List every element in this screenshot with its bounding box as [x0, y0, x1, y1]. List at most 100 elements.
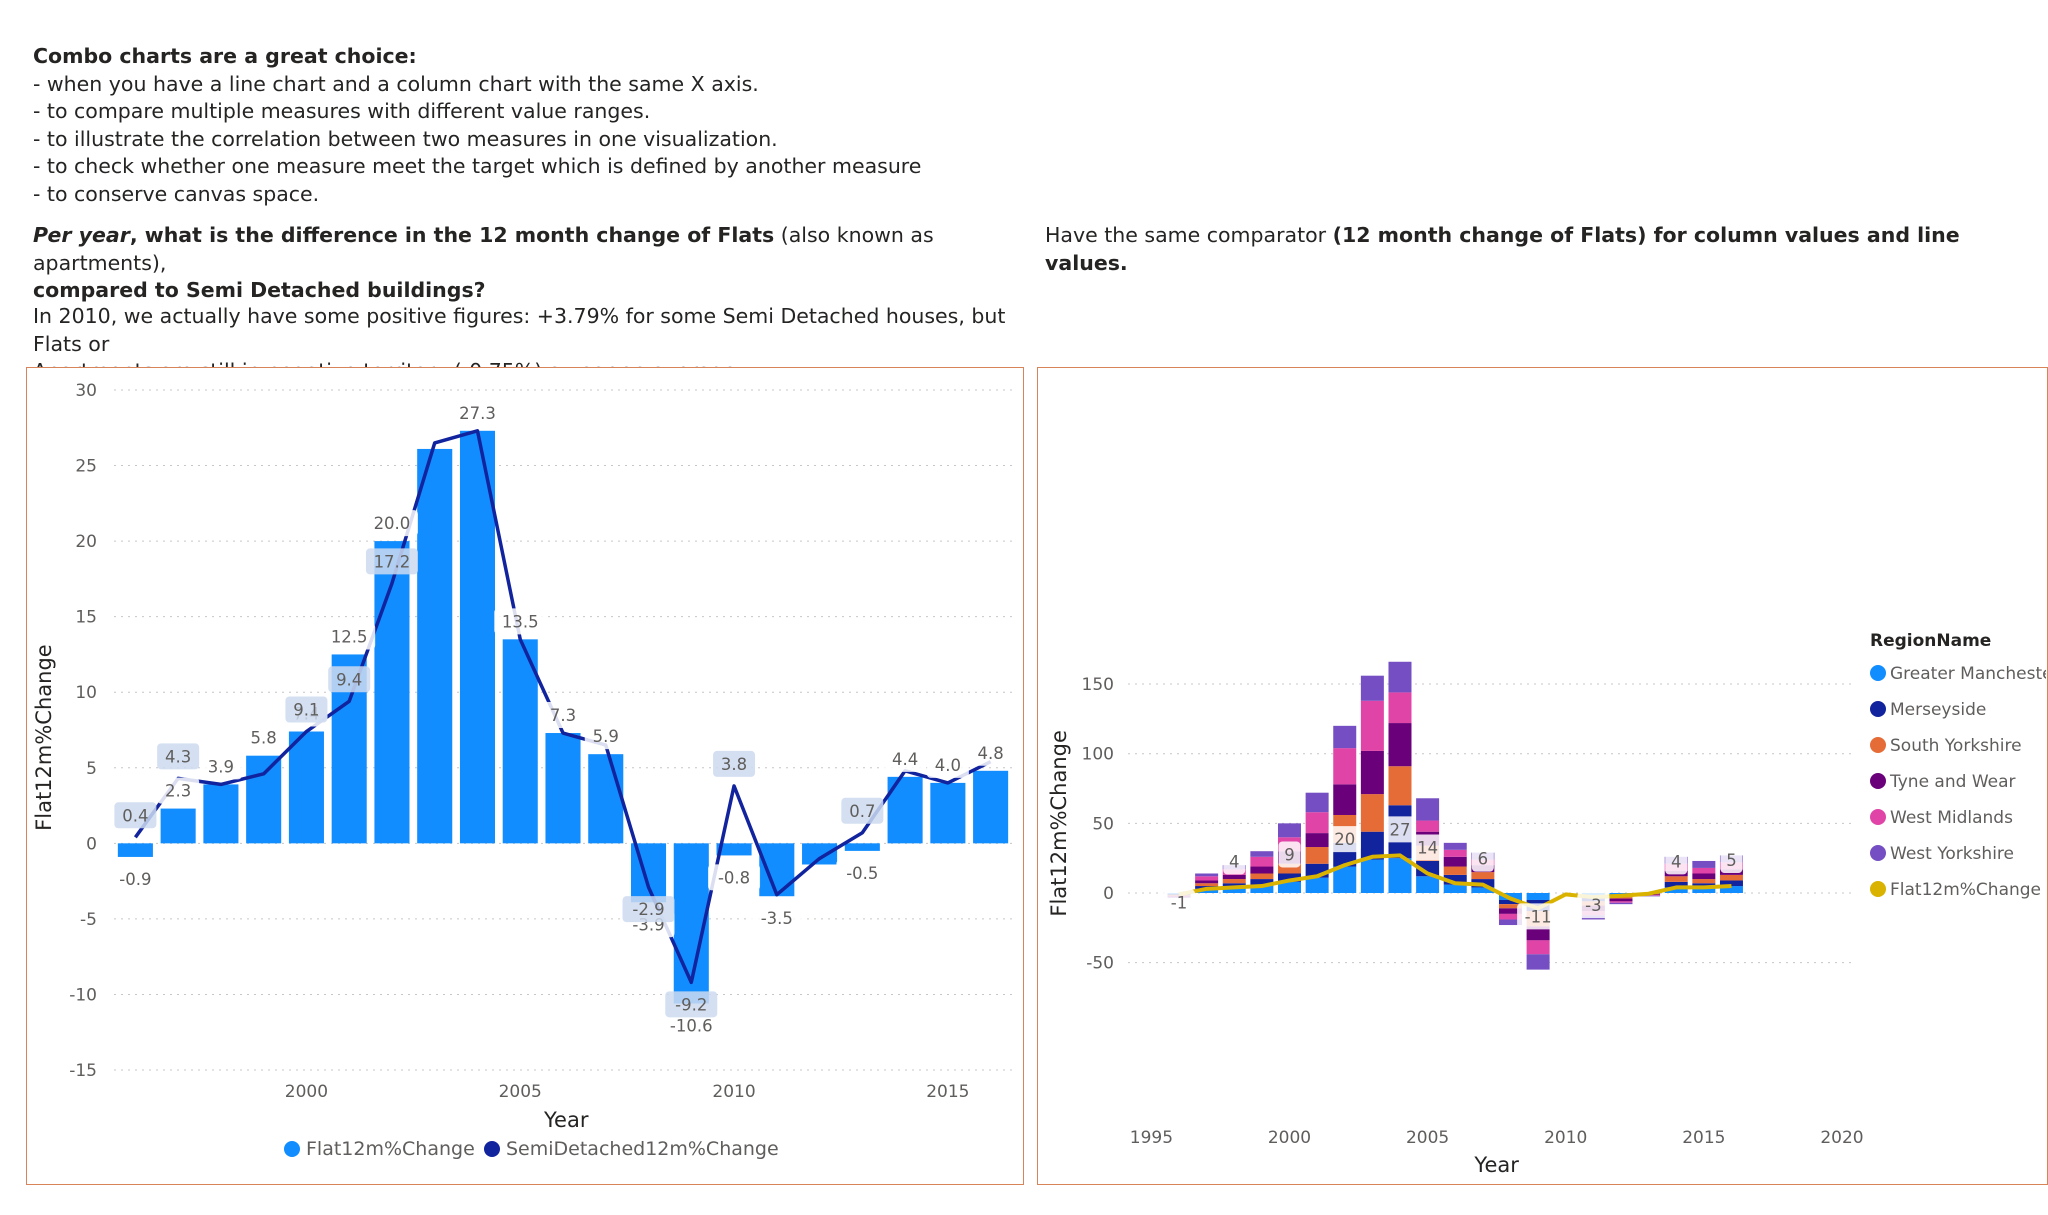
region-bar-segment — [1609, 893, 1633, 895]
region-bar-segment — [1250, 884, 1274, 893]
flat-line-label: 27 — [1389, 820, 1410, 839]
semi-line-label-bg — [622, 896, 675, 923]
question-part3: compared to Semi Detached buildings? — [33, 278, 486, 302]
flat-bar — [588, 754, 624, 844]
flat-bar — [288, 731, 324, 844]
flat-line-label-bg — [1720, 847, 1743, 874]
legend-marker — [1870, 773, 1886, 789]
region-bar-segment — [1388, 692, 1412, 724]
region-bar-segment — [1360, 700, 1384, 751]
flat-line-label-bg — [1471, 845, 1494, 872]
region-bar-segment — [1195, 880, 1219, 884]
region-bar-segment — [1222, 879, 1246, 884]
semi-line-label: -2.9 — [632, 900, 664, 919]
intro-bullet: - to check whether one measure meet the … — [33, 154, 922, 178]
flat-bar-label-bg — [926, 751, 969, 778]
flat-bar-label-bg — [157, 777, 200, 804]
flat-bar-label-bg — [836, 859, 889, 886]
x-tick-label: 2010 — [712, 1082, 755, 1102]
flat-bar-label: 12.5 — [331, 627, 368, 646]
right-combo-chart[interactable]: 150 100 50 0 -50 1995 2000 2005 2010 2015 2020 Year… — [1038, 368, 2048, 1183]
flat-bar — [117, 843, 153, 857]
legend-label-flat: Flat12m%Change — [306, 1138, 475, 1160]
legend-label: Merseyside — [1890, 700, 1986, 720]
legend-marker — [1870, 665, 1886, 681]
flat-bar — [545, 733, 581, 844]
region-bar-segment — [1609, 897, 1633, 899]
region-bar-segment — [1195, 876, 1219, 881]
region-bar-segment — [1305, 833, 1329, 848]
legend-label: Tyne and Wear — [1889, 772, 2016, 792]
y-tick-label: 100 — [1082, 745, 1114, 765]
flat-bar-label: 20.0 — [374, 514, 411, 533]
flat-bar-label-bg — [660, 1012, 723, 1039]
flat-line-label: 6 — [1478, 850, 1489, 869]
legend-marker — [1870, 845, 1886, 861]
legend-label: Flat12m%Change — [1890, 880, 2041, 900]
region-bar-segment — [1305, 792, 1329, 813]
flat-line-label: 20 — [1334, 830, 1355, 849]
intro-heading: Combo charts are a great choice: — [33, 44, 417, 68]
flat-line-label-bg — [1223, 848, 1246, 875]
flat-bar — [802, 843, 838, 865]
region-bar-segment — [1277, 873, 1301, 882]
region-bar-segment — [1526, 926, 1550, 941]
region-bar-segment — [1250, 879, 1274, 885]
flat-bar-label-bg — [969, 739, 1012, 766]
x-axis-title: Year — [1473, 1153, 1519, 1177]
flat-bar-label: 5.9 — [593, 727, 619, 746]
legend-marker-semi — [484, 1141, 500, 1157]
flat-line-label-bg — [1163, 889, 1196, 916]
region-bar-segment — [1719, 880, 1743, 887]
region-bar-segment — [1333, 725, 1357, 749]
legend-marker-flat — [284, 1141, 300, 1157]
x-tick-label: 2000 — [1268, 1128, 1311, 1148]
y-tick-label: -10 — [69, 985, 97, 1005]
flat-bar-label: 5.8 — [251, 729, 277, 748]
semi-line-label-bg — [285, 696, 328, 723]
flat-bar-label: -0.5 — [846, 864, 878, 883]
intro-bullet: - to compare multiple measures with diff… — [33, 99, 651, 123]
x-tick-label: 2020 — [1820, 1128, 1863, 1148]
region-bar-segment — [1609, 901, 1633, 903]
region-bar-segment — [1498, 908, 1522, 914]
flat-line-label-bg — [1665, 848, 1688, 875]
region-bar-segment — [1416, 876, 1440, 893]
flat-bar — [417, 448, 453, 844]
semi-line-label: -9.2 — [675, 995, 707, 1014]
y-tick-label: 0 — [86, 834, 97, 854]
y-tick-label: 5 — [86, 759, 97, 779]
flat-bar-label: -3.5 — [761, 909, 793, 928]
flat-bar — [246, 755, 282, 844]
region-bar-segment — [1664, 876, 1688, 882]
right-chart-panel[interactable]: 150 100 50 0 -50 1995 2000 2005 2010 2015 2020 Year… — [1037, 367, 2048, 1185]
y-tick-label: 0 — [1103, 884, 1114, 904]
flat-change-line — [1178, 853, 1732, 911]
flat-line-label: 4 — [1671, 852, 1682, 871]
flat-bar-label-bg — [242, 724, 285, 751]
flat-bar — [203, 784, 239, 844]
x-tick-label: 2015 — [926, 1082, 969, 1102]
region-bar-segment — [1360, 750, 1384, 795]
region-bar-segment — [1692, 867, 1716, 874]
region-bar-segment — [1360, 794, 1384, 832]
legend-marker — [1870, 737, 1886, 753]
region-bar-segment — [1637, 895, 1661, 897]
region-bar-segment — [1277, 863, 1301, 874]
flat-bar — [374, 541, 410, 844]
region-bar-segment — [1526, 954, 1550, 970]
flat-bar — [716, 843, 752, 856]
region-bar-segment — [1719, 874, 1743, 881]
left-chart-panel[interactable]: 30 25 20 15 10 5 0 -5 -10 -15 2000 2005 2010 2015 Year… — [26, 367, 1024, 1185]
region-bar-segment — [1195, 873, 1219, 877]
x-axis-title: Year — [543, 1108, 589, 1132]
region-bar-segment — [1664, 887, 1688, 893]
flat-line-label-bg — [1517, 903, 1560, 930]
region-bar-segment — [1692, 887, 1716, 893]
region-bar-segment — [1195, 888, 1219, 893]
region-bar-segment — [1692, 873, 1716, 880]
region-bar-segment — [1360, 831, 1384, 860]
x-tick-label: 2000 — [285, 1082, 328, 1102]
semi-line-label: 3.8 — [721, 755, 747, 774]
